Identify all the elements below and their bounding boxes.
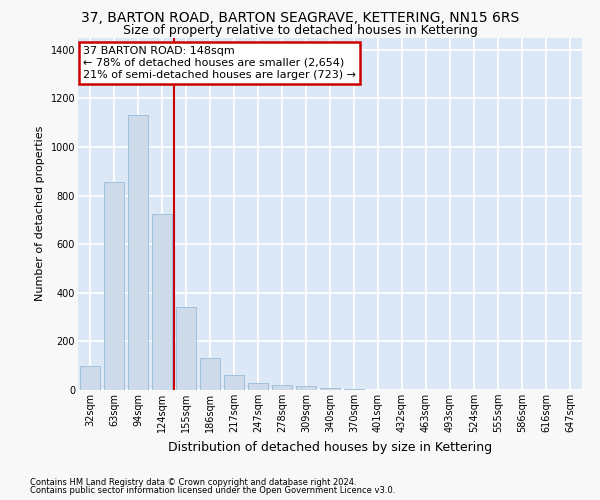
- Bar: [320, 388, 340, 390]
- Bar: [176, 308, 196, 390]
- Bar: [152, 214, 172, 390]
- X-axis label: Distribution of detached houses by size in Kettering: Distribution of detached houses by size …: [168, 440, 492, 454]
- Bar: [224, 376, 244, 390]
- Bar: [104, 182, 124, 390]
- Text: Contains HM Land Registry data © Crown copyright and database right 2024.: Contains HM Land Registry data © Crown c…: [30, 478, 356, 487]
- Bar: [344, 389, 364, 390]
- Text: Size of property relative to detached houses in Kettering: Size of property relative to detached ho…: [122, 24, 478, 37]
- Bar: [296, 386, 316, 390]
- Bar: [128, 116, 148, 390]
- Bar: [200, 358, 220, 390]
- Y-axis label: Number of detached properties: Number of detached properties: [35, 126, 45, 302]
- Bar: [272, 385, 292, 390]
- Text: 37 BARTON ROAD: 148sqm
← 78% of detached houses are smaller (2,654)
21% of semi-: 37 BARTON ROAD: 148sqm ← 78% of detached…: [83, 46, 356, 80]
- Text: Contains public sector information licensed under the Open Government Licence v3: Contains public sector information licen…: [30, 486, 395, 495]
- Bar: [80, 366, 100, 390]
- Bar: [248, 382, 268, 390]
- Text: 37, BARTON ROAD, BARTON SEAGRAVE, KETTERING, NN15 6RS: 37, BARTON ROAD, BARTON SEAGRAVE, KETTER…: [81, 11, 519, 25]
